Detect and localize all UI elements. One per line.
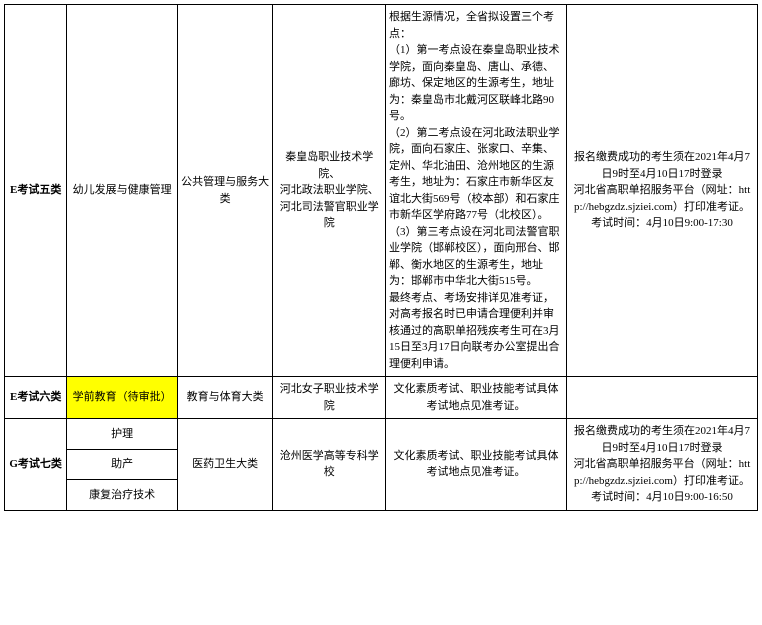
group-cell: 公共管理与服务大类 <box>177 5 273 377</box>
table-row: E考试五类 幼儿发展与健康管理 公共管理与服务大类 秦皇岛职业技术学院、河北政法… <box>5 5 758 377</box>
major-cell: 康复治疗技术 <box>67 480 178 511</box>
category-cell: E考试五类 <box>5 5 67 377</box>
group-cell: 医药卫生大类 <box>177 419 273 511</box>
note-cell <box>566 377 757 419</box>
major-cell: 护理 <box>67 419 178 450</box>
category-cell: G考试七类 <box>5 419 67 511</box>
schools-cell: 河北女子职业技术学院 <box>273 377 386 419</box>
category-cell: E考试六类 <box>5 377 67 419</box>
major-cell: 幼儿发展与健康管理 <box>67 5 178 377</box>
detail-cell: 文化素质考试、职业技能考试具体考试地点见准考证。 <box>386 377 567 419</box>
detail-cell: 根据生源情况，全省拟设置三个考点：（1）第一考点设在秦皇岛职业技术学院，面向秦皇… <box>386 5 567 377</box>
schools-cell: 秦皇岛职业技术学院、河北政法职业学院、河北司法警官职业学院 <box>273 5 386 377</box>
exam-categories-table: E考试五类 幼儿发展与健康管理 公共管理与服务大类 秦皇岛职业技术学院、河北政法… <box>4 4 758 511</box>
group-cell: 教育与体育大类 <box>177 377 273 419</box>
detail-cell: 文化素质考试、职业技能考试具体考试地点见准考证。 <box>386 419 567 511</box>
table-row: E考试六类 学前教育（待审批） 教育与体育大类 河北女子职业技术学院 文化素质考… <box>5 377 758 419</box>
note-cell: 报名缴费成功的考生须在2021年4月7日9时至4月10日17时登录河北省高职单招… <box>566 419 757 511</box>
major-cell-highlighted: 学前教育（待审批） <box>67 377 178 419</box>
note-cell: 报名缴费成功的考生须在2021年4月7日9时至4月10日17时登录河北省高职单招… <box>566 5 757 377</box>
major-cell: 助产 <box>67 449 178 480</box>
table-row: G考试七类 护理 医药卫生大类 沧州医学高等专科学校 文化素质考试、职业技能考试… <box>5 419 758 450</box>
schools-cell: 沧州医学高等专科学校 <box>273 419 386 511</box>
